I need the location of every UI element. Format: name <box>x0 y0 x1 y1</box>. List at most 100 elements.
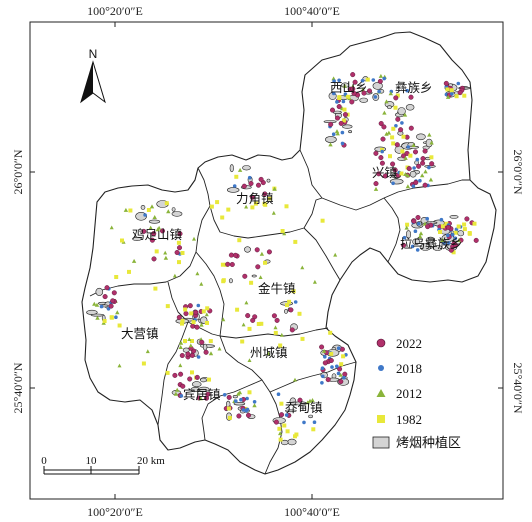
sample-point-1982 <box>146 208 151 212</box>
sample-point-2022 <box>337 366 343 372</box>
sample-point-2018 <box>405 88 410 93</box>
town-label-qiaodian: 乔甸镇 <box>285 400 323 415</box>
sample-point-2022 <box>254 247 260 253</box>
sample-point-2012 <box>237 167 243 172</box>
sample-point-2022 <box>279 412 285 418</box>
sample-point-1982 <box>445 87 450 92</box>
sample-point-1982 <box>365 77 370 82</box>
sample-point-1982 <box>237 238 242 243</box>
sample-point-1982 <box>399 171 404 176</box>
sample-point-2018 <box>239 397 243 402</box>
planting-area-patch <box>409 170 417 178</box>
planting-area-patch <box>325 136 337 143</box>
sample-point-2018 <box>332 79 336 83</box>
sample-point-2012 <box>109 225 114 230</box>
sample-point-2022 <box>248 180 254 186</box>
coord-left-2: 25°40′0″N <box>11 362 25 413</box>
sample-point-2012 <box>95 315 100 320</box>
sample-point-2012 <box>152 215 157 219</box>
sample-point-2012 <box>312 279 317 284</box>
sample-point-2018 <box>245 396 249 401</box>
planting-area-patch <box>449 214 459 219</box>
sample-point-2012 <box>259 251 265 256</box>
sample-point-1982 <box>240 339 245 344</box>
sample-point-2022 <box>183 311 189 317</box>
sample-point-1982 <box>153 286 158 291</box>
sample-point-2022 <box>236 413 242 419</box>
sample-point-2018 <box>456 81 461 86</box>
sample-point-2022 <box>176 314 182 320</box>
sample-point-2012 <box>333 252 338 257</box>
sample-point-2012 <box>279 332 284 337</box>
sample-point-2012 <box>166 209 171 214</box>
sample-point-1982 <box>472 221 477 226</box>
sample-point-1982 <box>128 208 133 213</box>
sample-point-2022 <box>408 94 414 100</box>
sample-point-2022 <box>342 371 348 377</box>
sample-point-1982 <box>250 205 255 210</box>
town-label-binju: 宾居镇 <box>183 387 221 402</box>
sample-point-1982 <box>408 153 413 158</box>
sample-point-2022 <box>229 262 235 268</box>
sample-point-2018 <box>284 413 289 417</box>
sample-point-1982 <box>235 307 240 312</box>
sample-point-1982 <box>341 354 346 359</box>
sample-point-2022 <box>377 78 383 84</box>
town-label-lijiao: 力角镇 <box>236 191 274 206</box>
sample-point-2012 <box>198 396 203 401</box>
sample-point-2012 <box>241 322 246 327</box>
sample-point-2022 <box>245 313 251 319</box>
sample-point-1982 <box>220 262 225 267</box>
sample-point-2022 <box>350 72 356 78</box>
sample-point-2022 <box>393 95 399 101</box>
sample-point-2022 <box>413 149 419 155</box>
legend-label-planting: 烤烟种植区 <box>396 435 461 450</box>
sample-point-2022 <box>425 224 431 230</box>
sample-point-2018 <box>373 95 378 99</box>
sample-point-2022 <box>401 153 407 159</box>
planting-area-patch <box>425 236 436 244</box>
legend-marker-2022 <box>376 338 386 348</box>
planting-area-patch <box>284 409 297 413</box>
sample-point-2022 <box>102 294 108 300</box>
sample-point-2018 <box>244 408 248 413</box>
sample-point-1982 <box>205 321 209 325</box>
sample-point-2022 <box>199 339 205 345</box>
sample-point-1982 <box>277 426 282 431</box>
sample-point-2012 <box>378 73 384 78</box>
sample-point-2022 <box>422 182 428 188</box>
sample-point-1982 <box>311 427 316 432</box>
sample-point-2018 <box>321 374 325 379</box>
sample-point-2022 <box>338 120 344 126</box>
sample-point-1982 <box>226 207 231 212</box>
sample-point-2012 <box>204 312 209 317</box>
sample-point-2022 <box>172 372 178 378</box>
sample-point-1982 <box>339 362 344 367</box>
sample-point-1982 <box>395 93 400 98</box>
sample-point-1982 <box>341 118 346 123</box>
coord-right-2: 25°40′0″N <box>511 362 525 413</box>
sample-point-1982 <box>190 370 194 375</box>
sample-point-2012 <box>405 173 410 178</box>
legend: 2022 2018 2012 1982 烤烟种植区 <box>372 336 461 450</box>
sample-point-2022 <box>390 161 396 167</box>
sample-point-2018 <box>232 184 237 188</box>
sample-point-1982 <box>453 230 458 235</box>
sample-point-1982 <box>393 105 398 110</box>
sample-point-2022 <box>104 285 110 291</box>
planting-area-patch <box>232 395 238 399</box>
planting-area-patch <box>419 243 432 251</box>
sample-point-2012 <box>244 300 249 305</box>
sample-point-2012 <box>338 372 343 377</box>
sample-point-2022 <box>176 245 182 251</box>
sample-point-2022 <box>338 379 344 385</box>
town-label-jizushan: 鸡足山镇 <box>132 227 182 242</box>
sample-point-2012 <box>427 132 432 137</box>
sample-point-2018 <box>382 76 387 81</box>
planting-area-patch <box>342 124 353 129</box>
sample-point-2012 <box>271 210 276 215</box>
sample-point-1982 <box>278 343 283 348</box>
sample-point-1982 <box>164 201 169 206</box>
sample-point-1982 <box>282 423 287 428</box>
sample-point-2012 <box>382 110 387 115</box>
